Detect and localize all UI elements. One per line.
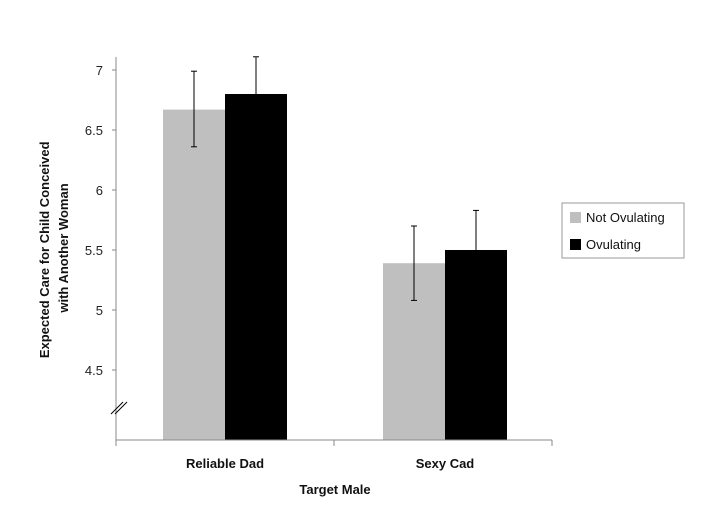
error-bar-ovulating-0 bbox=[253, 56, 259, 132]
y-axis-title-line-1: Expected Care for Child Conceived bbox=[37, 141, 52, 358]
error-bar-not-ovulating-1 bbox=[411, 225, 417, 301]
y-tick-label-1: 5 bbox=[96, 303, 103, 318]
bars-layer bbox=[163, 94, 507, 440]
y-tick-label-5: 7 bbox=[96, 63, 103, 78]
legend-swatch-ovulating bbox=[570, 239, 581, 250]
x-category-label-1: Sexy Cad bbox=[416, 456, 475, 471]
y-axis-title-line-2: with Another Woman bbox=[56, 183, 71, 313]
y-axis-title: Expected Care for Child Conceived with A… bbox=[37, 138, 71, 358]
y-tick-label-3: 6 bbox=[96, 183, 103, 198]
legend: Not Ovulating Ovulating bbox=[561, 202, 685, 259]
error-bar-ovulating-1 bbox=[473, 209, 479, 288]
legend-label-not-ovulating: Not Ovulating bbox=[586, 210, 665, 225]
y-ticks-layer: 4.5 5 5.5 6 6.5 7 bbox=[85, 63, 116, 378]
legend-label-ovulating: Ovulating bbox=[586, 237, 641, 252]
bar-ovulating-0 bbox=[225, 94, 287, 440]
axis-break-icon bbox=[110, 401, 128, 415]
bar-not-ovulating-0 bbox=[163, 109, 225, 440]
x-axis-title: Target Male bbox=[299, 482, 370, 497]
y-tick-label-0: 4.5 bbox=[85, 363, 103, 378]
y-tick-label-2: 5.5 bbox=[85, 243, 103, 258]
y-tick-label-4: 6.5 bbox=[85, 123, 103, 138]
error-bars-layer bbox=[191, 56, 479, 301]
legend-box bbox=[561, 202, 685, 259]
error-bar-not-ovulating-0 bbox=[191, 70, 197, 148]
legend-swatch-not-ovulating bbox=[570, 212, 581, 223]
x-category-label-0: Reliable Dad bbox=[186, 456, 264, 471]
